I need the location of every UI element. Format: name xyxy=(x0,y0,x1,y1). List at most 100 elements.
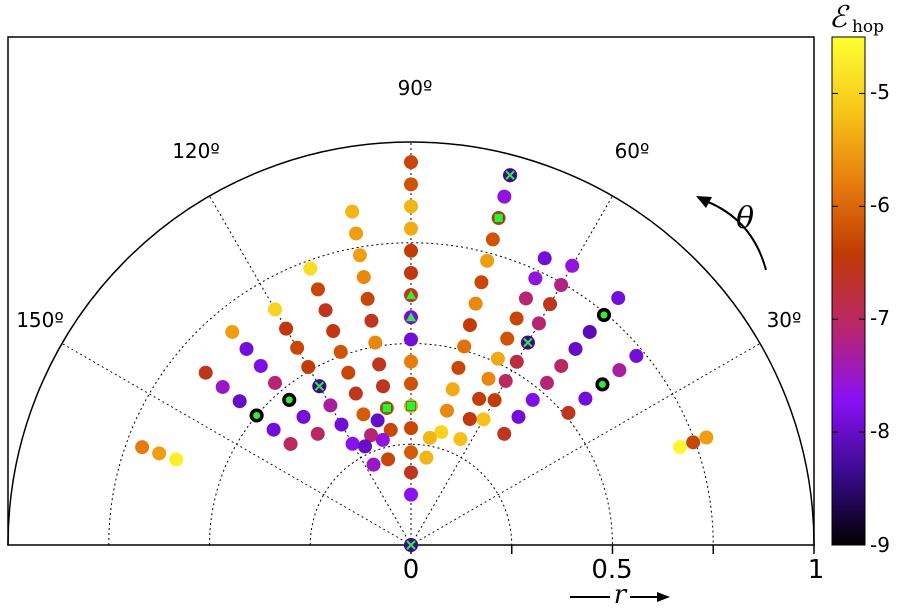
angular-grid-line xyxy=(410,343,761,546)
data-point xyxy=(686,435,701,450)
data-point xyxy=(565,258,580,273)
colorbar-fill xyxy=(831,36,866,546)
data-point xyxy=(539,375,554,390)
marker-x xyxy=(523,337,533,348)
marker-x xyxy=(406,540,416,550)
data-point xyxy=(376,379,391,394)
data-point xyxy=(476,412,491,427)
data-point xyxy=(468,296,483,311)
data-point xyxy=(497,189,512,204)
marker-square xyxy=(382,403,392,413)
data-point xyxy=(352,248,367,263)
angle-tick-label: 120º xyxy=(172,139,220,163)
marker-ring-center xyxy=(598,380,606,388)
data-point xyxy=(333,344,348,359)
data-point xyxy=(225,324,240,339)
data-point xyxy=(310,282,325,297)
data-point xyxy=(451,360,466,375)
data-point xyxy=(135,440,150,455)
data-point xyxy=(296,409,311,424)
data-point xyxy=(370,413,385,428)
data-point xyxy=(480,253,495,268)
data-point xyxy=(537,251,552,266)
data-point xyxy=(349,226,364,241)
data-point xyxy=(419,450,434,465)
data-point xyxy=(356,270,371,285)
special-markers xyxy=(249,168,611,552)
marker-x xyxy=(314,381,325,391)
data-point xyxy=(439,403,454,418)
data-point xyxy=(383,422,398,437)
data-point xyxy=(497,426,512,441)
marker-ring-center xyxy=(253,411,261,419)
data-point xyxy=(283,436,298,451)
data-points xyxy=(135,155,714,552)
data-point xyxy=(511,409,526,424)
data-point xyxy=(629,348,644,363)
marker-triangle xyxy=(406,290,416,300)
angle-tick-label: 150º xyxy=(16,308,64,332)
data-point xyxy=(268,375,283,390)
data-point xyxy=(345,204,360,219)
data-point xyxy=(404,221,418,236)
data-point xyxy=(445,382,460,397)
data-point xyxy=(672,440,687,455)
data-point xyxy=(366,457,381,472)
data-point xyxy=(301,360,316,375)
r-axis-arrowhead xyxy=(657,592,670,602)
data-point xyxy=(404,199,418,214)
data-point xyxy=(472,391,487,406)
data-point xyxy=(490,351,505,366)
colorbar-tick-label: -7 xyxy=(870,306,890,330)
colorbar-tick-label: -9 xyxy=(870,533,890,557)
data-point xyxy=(358,439,373,454)
data-point xyxy=(345,436,360,451)
angular-grid-line xyxy=(61,343,412,546)
data-point xyxy=(253,358,268,373)
data-point xyxy=(568,341,583,356)
colorbar-tick-label: -6 xyxy=(870,193,890,217)
theta-arrow xyxy=(702,199,767,271)
data-point xyxy=(554,358,569,373)
angle-tick-label: 60º xyxy=(615,139,650,163)
data-point xyxy=(404,354,418,369)
data-point xyxy=(310,426,325,441)
data-point xyxy=(699,430,714,445)
data-point xyxy=(554,277,569,292)
data-point xyxy=(303,261,318,276)
colorbar-tick-label: -8 xyxy=(870,419,890,443)
r-tick-label: 0.5 xyxy=(591,555,632,585)
data-point xyxy=(404,177,418,192)
data-point xyxy=(612,363,627,378)
marker-square xyxy=(493,213,504,223)
data-point xyxy=(518,291,533,306)
data-point xyxy=(198,365,213,380)
data-point xyxy=(404,376,418,391)
data-point xyxy=(368,335,383,350)
theta-arrowhead xyxy=(696,196,712,208)
data-point xyxy=(453,432,468,447)
x-axis-label: r xyxy=(614,580,628,610)
data-point xyxy=(341,365,356,380)
colorbar: ℰ hop -5 -6 -7 -8 -9 xyxy=(829,0,890,557)
data-point xyxy=(372,357,387,372)
outer-circle xyxy=(7,141,815,546)
data-point xyxy=(509,311,524,326)
angular-grid-line xyxy=(410,195,613,546)
colorbar-label-main: ℰ xyxy=(829,0,850,35)
theta-label: θ xyxy=(736,201,754,236)
marker-square xyxy=(406,401,416,411)
data-point xyxy=(279,321,294,336)
data-point xyxy=(239,341,254,356)
data-point xyxy=(404,243,418,258)
data-point xyxy=(323,398,338,413)
marker-ring-center xyxy=(285,396,293,404)
data-point xyxy=(481,371,496,386)
data-point xyxy=(434,425,449,440)
data-point xyxy=(404,332,418,347)
data-point xyxy=(215,379,230,394)
data-point xyxy=(487,393,502,408)
marker-x xyxy=(505,170,515,180)
data-point xyxy=(364,428,379,443)
